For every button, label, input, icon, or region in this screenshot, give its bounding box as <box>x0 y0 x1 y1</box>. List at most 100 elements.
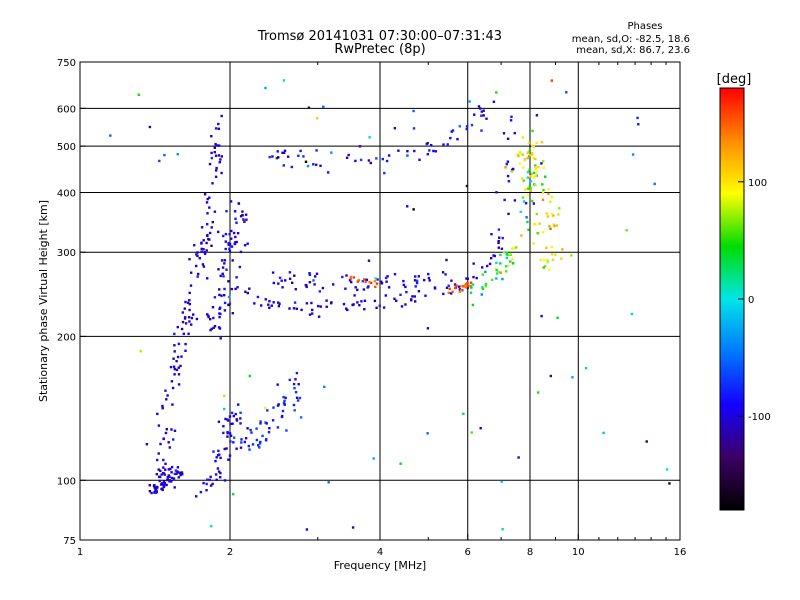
data-point <box>153 491 156 494</box>
colorbar-tick-label: -100 <box>748 412 771 423</box>
data-point <box>249 428 252 432</box>
data-point <box>210 151 213 155</box>
data-point <box>280 279 283 282</box>
data-point <box>536 232 540 235</box>
data-point <box>455 284 458 287</box>
data-point <box>434 150 437 153</box>
stats-line-x: mean, sd,X: 86.7, 23.6 <box>576 45 690 56</box>
data-point <box>480 293 483 296</box>
data-point <box>195 253 198 256</box>
data-point <box>177 342 181 346</box>
data-point <box>223 294 226 297</box>
data-point <box>499 262 502 265</box>
data-point <box>544 265 547 268</box>
data-point <box>209 475 212 479</box>
data-point <box>195 264 198 268</box>
data-point <box>200 250 203 253</box>
data-point <box>374 285 377 289</box>
data-point <box>177 476 180 479</box>
data-point <box>356 301 359 304</box>
data-point <box>293 301 297 304</box>
data-point <box>170 380 174 383</box>
data-point <box>317 304 320 308</box>
chart-subtitle: RwPretec (8p) <box>334 42 425 57</box>
data-point <box>163 153 166 157</box>
data-point <box>232 231 236 235</box>
data-point <box>506 253 509 256</box>
data-point <box>202 248 205 251</box>
data-point <box>239 411 242 414</box>
data-point <box>270 304 273 307</box>
data-point <box>229 200 233 203</box>
data-point <box>468 100 471 103</box>
data-point <box>278 302 281 305</box>
data-point <box>358 145 362 148</box>
data-point <box>208 231 212 235</box>
data-point <box>156 412 159 416</box>
data-point <box>205 249 208 252</box>
data-point <box>228 415 232 418</box>
data-point <box>347 153 350 157</box>
data-point <box>187 316 191 319</box>
data-point <box>230 245 234 248</box>
data-point <box>253 302 256 305</box>
data-point <box>406 205 409 208</box>
data-point <box>217 470 221 473</box>
x-tick-label: 2 <box>227 547 233 558</box>
data-point <box>259 422 262 425</box>
data-point <box>176 325 179 329</box>
data-point <box>497 270 501 274</box>
data-point <box>205 482 208 486</box>
data-point <box>528 185 532 188</box>
data-point <box>450 130 453 133</box>
data-point <box>282 164 285 167</box>
data-point <box>502 251 506 254</box>
data-point <box>428 279 431 282</box>
data-point <box>237 403 240 406</box>
data-point <box>545 246 548 250</box>
data-point <box>218 144 221 147</box>
data-point <box>219 337 222 340</box>
data-point <box>534 157 537 161</box>
data-point <box>405 290 408 294</box>
data-point <box>410 298 413 301</box>
data-point <box>299 149 302 153</box>
data-point <box>497 240 500 243</box>
data-point <box>546 215 550 218</box>
data-point <box>490 257 493 260</box>
data-point <box>232 441 235 444</box>
data-point <box>386 275 389 278</box>
data-point <box>299 416 303 419</box>
data-point <box>272 406 275 409</box>
data-point <box>554 253 557 256</box>
data-point <box>195 317 199 321</box>
data-point <box>495 91 498 94</box>
data-point <box>148 125 152 129</box>
data-point <box>668 482 671 485</box>
data-point <box>293 409 296 412</box>
data-point <box>250 431 253 434</box>
data-point <box>444 273 447 276</box>
data-point <box>308 313 312 316</box>
y-tick-label: 500 <box>57 142 76 153</box>
data-point <box>541 198 545 201</box>
data-point <box>517 154 520 158</box>
data-point <box>653 182 656 186</box>
data-point <box>276 426 280 429</box>
data-point <box>305 284 308 287</box>
data-point <box>175 472 178 475</box>
data-point <box>166 478 169 482</box>
data-point <box>520 177 524 180</box>
data-point <box>515 246 518 249</box>
data-point <box>294 391 298 394</box>
data-point <box>180 471 184 474</box>
data-point <box>232 493 235 496</box>
y-tick-label: 100 <box>57 476 76 487</box>
data-point <box>462 412 465 415</box>
data-point <box>509 119 513 122</box>
data-point <box>214 175 218 178</box>
data-point <box>212 316 215 320</box>
data-point <box>180 355 183 358</box>
data-point <box>225 268 228 271</box>
data-point <box>235 221 238 224</box>
